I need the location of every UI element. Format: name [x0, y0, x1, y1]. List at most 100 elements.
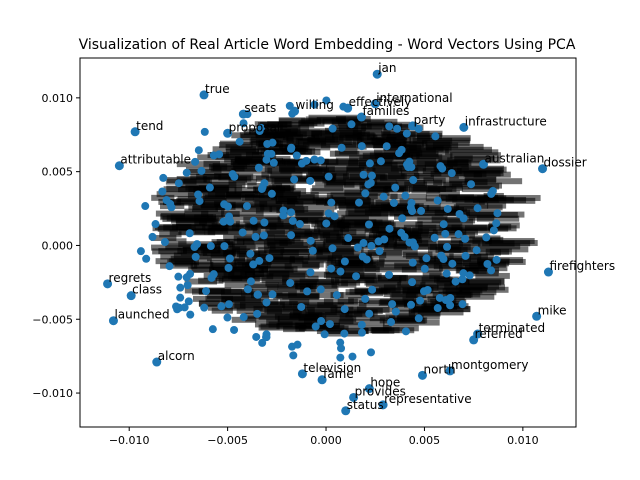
dense-point — [262, 155, 271, 164]
dense-label-block — [244, 312, 301, 319]
point-label: representative — [384, 392, 472, 406]
dense-point — [306, 236, 315, 245]
dense-label-block — [269, 224, 311, 231]
dense-point — [420, 264, 429, 273]
dense-label-block — [238, 252, 284, 259]
dense-label-block — [383, 124, 424, 131]
dense-point — [366, 348, 375, 357]
dense-label-block — [261, 185, 291, 192]
point-label: infrastructure — [465, 114, 547, 128]
dense-label-block — [225, 298, 279, 305]
point-label: alcorn — [158, 349, 195, 363]
y-tick-label: 0.000 — [42, 239, 74, 252]
dense-point — [340, 305, 349, 314]
dense-label-block — [330, 192, 369, 199]
dense-point — [401, 327, 410, 336]
dense-label-block — [183, 178, 212, 185]
dense-point — [322, 219, 331, 228]
dense-label-block — [279, 299, 310, 306]
dense-label-block — [278, 117, 306, 124]
dense-point — [182, 273, 191, 282]
scatter-point — [538, 164, 548, 174]
dense-label-block — [150, 235, 177, 242]
dense-point — [230, 325, 239, 334]
scatter-point — [130, 127, 140, 137]
dense-label-block — [264, 306, 315, 313]
dense-label-block — [264, 166, 296, 173]
dense-point — [206, 242, 215, 251]
dense-point — [359, 239, 368, 248]
dense-label-block — [310, 166, 365, 173]
dense-label-block — [427, 185, 446, 192]
point-label: firefighters — [549, 259, 615, 273]
dense-point — [287, 231, 296, 240]
dense-cloud-layer — [136, 96, 541, 362]
dense-point — [408, 278, 417, 287]
dense-label-block — [372, 134, 431, 141]
dense-point — [359, 170, 368, 179]
dense-point — [408, 258, 417, 267]
dense-label-block — [432, 229, 467, 236]
x-tick-label: 0.000 — [310, 434, 342, 447]
dense-label-block — [372, 167, 419, 174]
dense-label-block — [331, 281, 357, 288]
dense-point — [408, 207, 417, 216]
dense-point — [293, 340, 302, 349]
dense-label-block — [382, 325, 419, 332]
scatter-point — [532, 311, 542, 321]
dense-point — [257, 184, 266, 193]
dense-label-block — [252, 270, 309, 277]
dense-point — [287, 144, 296, 153]
scatter-point — [408, 121, 418, 131]
dense-label-block — [383, 148, 436, 155]
dense-label-block — [208, 225, 244, 232]
dense-label-block — [373, 221, 423, 228]
dense-point — [388, 300, 397, 309]
dense-label-block — [336, 233, 377, 240]
dense-label-block — [415, 237, 437, 244]
dense-label-block — [291, 235, 343, 242]
point-label: proposal — [229, 120, 281, 134]
dense-label-block — [312, 185, 344, 192]
point-label: launched — [114, 308, 169, 322]
scatter-point — [290, 106, 300, 116]
dense-label-block — [267, 242, 326, 249]
dense-point — [431, 132, 440, 141]
dense-label-block — [339, 314, 386, 321]
dense-label-block — [374, 180, 426, 187]
point-label: hope — [370, 376, 400, 390]
dense-label-block — [425, 195, 458, 202]
dense-point — [176, 283, 185, 292]
dense-label-block — [221, 210, 264, 217]
dense-point — [447, 169, 456, 178]
dense-point — [193, 240, 202, 249]
dense-point — [328, 244, 337, 253]
dense-point — [459, 269, 468, 278]
dense-point — [448, 259, 457, 268]
dense-label-block — [348, 210, 372, 217]
scatter-point — [126, 291, 136, 301]
dense-label-block — [455, 202, 489, 209]
dense-label-block — [277, 216, 334, 223]
dense-point — [183, 281, 192, 290]
dense-label-block — [439, 265, 488, 272]
dense-label-block — [320, 158, 359, 165]
dense-label-block — [225, 148, 260, 155]
scatter-point — [378, 400, 388, 410]
scatter-point — [445, 366, 455, 376]
dense-point — [162, 196, 171, 205]
dense-point — [340, 257, 349, 266]
point-label: montgomery — [451, 358, 528, 372]
dense-point — [225, 212, 234, 221]
dense-label-block — [287, 198, 330, 205]
dense-point — [317, 317, 326, 326]
dense-point — [290, 175, 299, 184]
dense-point — [262, 298, 271, 307]
dense-label-block — [327, 322, 361, 329]
dense-point — [436, 162, 445, 171]
dense-point — [365, 159, 374, 168]
points-layer — [103, 69, 553, 416]
dense-point — [365, 309, 374, 318]
dense-point — [311, 322, 320, 331]
dense-point — [337, 344, 346, 353]
